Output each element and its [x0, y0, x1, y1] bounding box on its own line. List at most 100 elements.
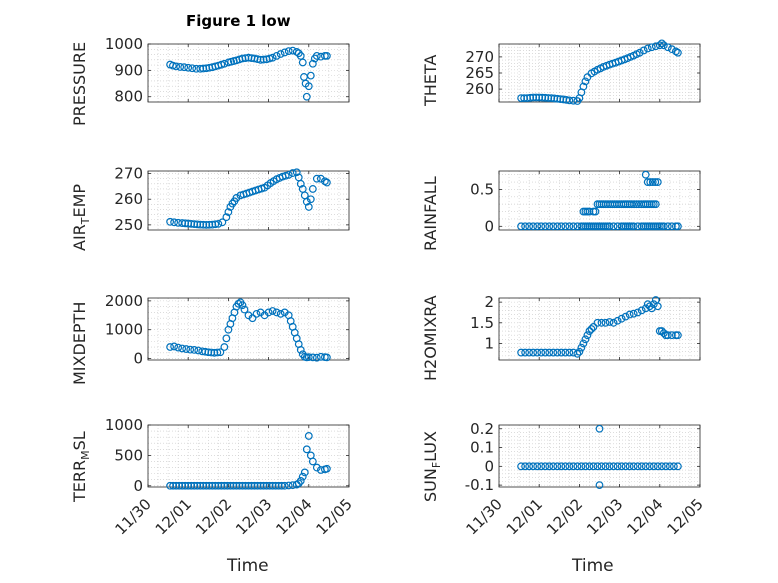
y-tick-label: 0.5: [470, 180, 494, 198]
data-point: [627, 200, 636, 209]
axes-frame: [147, 170, 350, 231]
data-point: [172, 62, 181, 71]
data-point: [280, 48, 289, 57]
y-tick-label: 500: [114, 446, 143, 464]
data-point: [263, 181, 272, 190]
data-point: [657, 327, 666, 335]
data-point: [166, 343, 175, 351]
x-tick-label: 12/05: [313, 495, 356, 538]
data-point: [561, 222, 570, 231]
data-point: [569, 462, 578, 471]
y-tick-label: 0.2: [470, 420, 494, 438]
data-point: [218, 218, 227, 227]
data-point: [268, 307, 277, 315]
data-point: [613, 200, 621, 209]
data-point: [294, 479, 303, 488]
data-point: [180, 63, 189, 72]
data-point: [312, 353, 321, 362]
data-point: [565, 96, 574, 105]
data-point: [533, 348, 542, 357]
data-point: [575, 347, 584, 356]
y-tick-label: 250: [114, 216, 143, 234]
data-point: [306, 195, 315, 204]
y-tick-label: 1: [484, 334, 494, 352]
data-point: [671, 47, 680, 56]
data-point: [605, 222, 614, 231]
data-point: [557, 462, 566, 471]
data-point: [302, 92, 311, 101]
axes-frame: [498, 297, 701, 361]
data-point: [252, 309, 261, 318]
ylabel-theta: THETA: [421, 54, 440, 106]
ylabel-pressure: PRESSURE: [70, 41, 89, 126]
data-point: [312, 463, 321, 472]
data-point: [587, 325, 596, 333]
data-point: [609, 222, 618, 231]
y-tick-label: 270: [114, 165, 143, 183]
data-point: [595, 424, 604, 433]
y-tick-label: 2: [484, 293, 494, 311]
data-point: [234, 299, 243, 308]
data-point: [633, 462, 642, 471]
figure-title: Figure 1 low: [186, 12, 291, 30]
data-point: [316, 174, 325, 183]
data-point: [521, 462, 530, 471]
data-point: [601, 318, 610, 327]
data-point: [589, 323, 598, 331]
data-point: [322, 51, 331, 60]
x-tick-label: 12/02: [192, 495, 235, 538]
data-point: [573, 462, 582, 471]
xlabel-left: Time: [227, 556, 269, 576]
data-point: [583, 73, 592, 82]
y-tick-label: 2000: [105, 292, 143, 310]
y-tick-label: 0: [484, 217, 494, 235]
x-tick-label: 12/01: [152, 495, 195, 538]
data-point: [663, 331, 672, 340]
data-point: [651, 42, 660, 51]
ylabel-sun-flux: SUNFLUX: [421, 431, 444, 502]
data-point: [579, 339, 588, 348]
data-point: [537, 348, 546, 357]
data-point: [533, 462, 542, 471]
data-point: [306, 71, 315, 80]
y-tick-label: 0: [133, 350, 143, 368]
x-tick-label: 12/04: [272, 495, 315, 538]
y-tick-label: 900: [114, 61, 143, 79]
data-point: [521, 222, 530, 231]
data-point: [549, 348, 558, 357]
data-point: [268, 53, 277, 62]
data-point: [182, 345, 191, 353]
data-point: [312, 51, 321, 60]
data-point: [222, 334, 231, 343]
data-point: [581, 77, 590, 86]
data-point: [625, 310, 634, 319]
data-point: [308, 457, 317, 466]
data-point: [320, 177, 329, 186]
data-point: [184, 63, 193, 72]
data-point: [591, 207, 600, 216]
data-point: [590, 67, 599, 76]
data-point: [577, 343, 586, 352]
data-point: [553, 348, 562, 357]
data-point: [637, 462, 646, 471]
data-point: [216, 348, 225, 357]
data-point: [170, 342, 179, 351]
data-point: [304, 432, 313, 440]
data-point: [312, 174, 321, 183]
x-tick-label: 12/03: [232, 495, 275, 538]
data-point: [665, 462, 674, 471]
data-point: [308, 185, 317, 193]
data-point: [609, 318, 618, 327]
x-tick-label: 12/02: [543, 495, 586, 538]
data-point: [304, 353, 313, 362]
panel-h2omixra: 11.52: [470, 293, 701, 361]
data-point: [639, 46, 648, 55]
data-point: [549, 222, 558, 231]
data-point: [562, 96, 571, 104]
data-point: [651, 200, 660, 209]
data-point: [673, 222, 682, 231]
y-tick-label: 800: [114, 88, 143, 106]
data-point: [557, 348, 566, 357]
panel-sun_flux: -0.100.10.2 11/3012/0112/0212/0312/0412/0…: [463, 420, 707, 539]
